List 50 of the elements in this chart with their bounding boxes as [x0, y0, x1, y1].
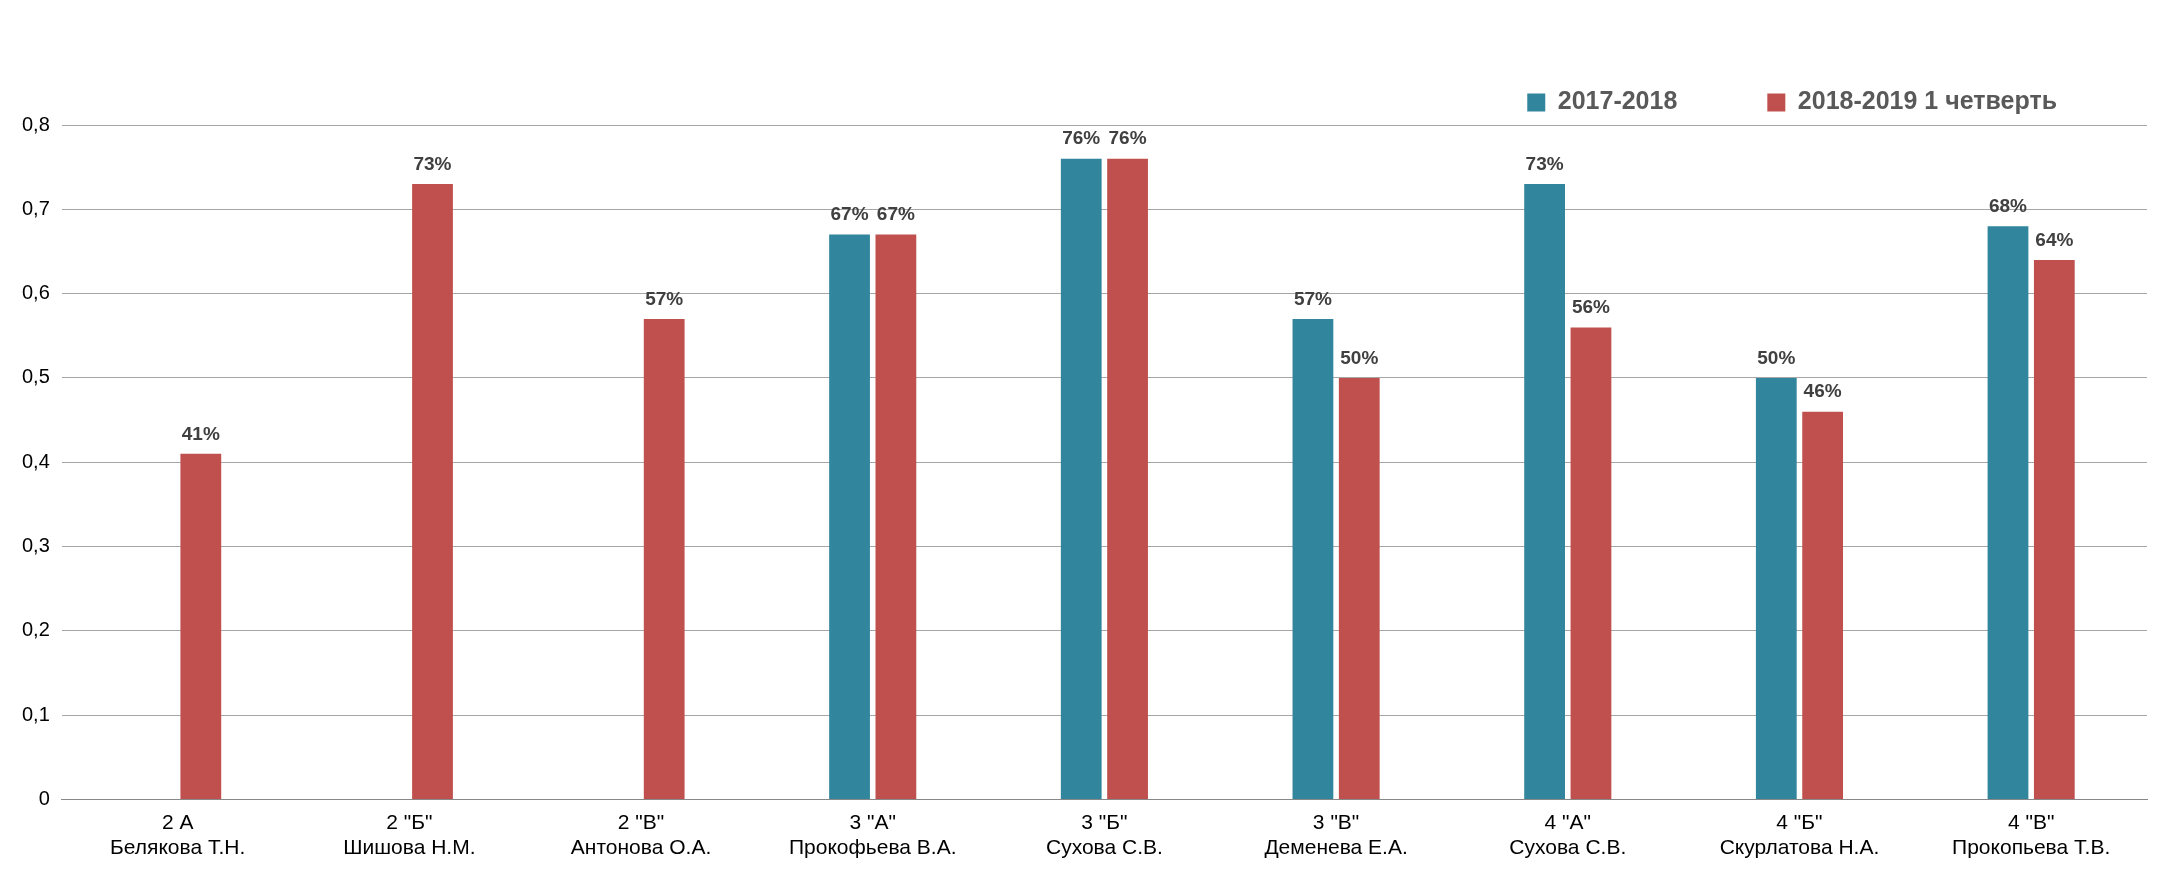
x-tick-label: 4 "Б" Скурлатова Н.А. — [1719, 810, 1880, 859]
x-tick-label: 3 "В" Деменева Е.А. — [1264, 810, 1408, 859]
bar — [1987, 226, 2029, 800]
bar — [180, 453, 222, 800]
bar — [643, 318, 685, 800]
data-label: 56% — [1571, 296, 1611, 318]
x-tick-label: 3 "Б" Сухова С.В. — [1045, 810, 1163, 859]
data-label: 57% — [645, 287, 684, 309]
bar — [1292, 318, 1334, 800]
bar — [1524, 184, 1565, 800]
bar — [829, 234, 870, 800]
x-tick-label: 2 "В" Антонова О.А. — [570, 810, 712, 859]
data-label: 67% — [830, 203, 869, 225]
bar — [1570, 327, 1612, 800]
x-tick-label: 4 "А" Сухова С.В. — [1509, 810, 1627, 859]
bar — [1107, 158, 1148, 800]
bar — [2033, 259, 2075, 800]
y-tick-label: 0 — [38, 787, 50, 810]
x-tick-label: 3 "А" Прокофьева В.А. — [788, 810, 957, 859]
data-label: 64% — [2035, 228, 2074, 250]
y-tick-label: 0,2 — [21, 618, 50, 641]
legend-label: 2018-2019 1 четверть — [1797, 86, 2058, 115]
y-tick-label: 0,8 — [21, 112, 50, 135]
data-label: 68% — [1988, 194, 2028, 216]
y-tick-label: 0,6 — [21, 281, 50, 304]
data-label: 76% — [1062, 127, 1101, 149]
y-tick-label: 0,7 — [21, 196, 50, 219]
legend-label: 2017-2018 — [1557, 86, 1678, 115]
data-label: 73% — [413, 152, 452, 174]
bar — [1338, 377, 1380, 800]
data-label: 46% — [1803, 380, 1842, 402]
data-label: 73% — [1525, 152, 1564, 174]
data-label: 67% — [876, 203, 915, 225]
y-tick-label: 0,1 — [21, 702, 50, 725]
bar — [1802, 411, 1844, 800]
data-label: 50% — [1340, 346, 1379, 368]
x-tick-label: 4 "В" Прокопьева Т.В. — [1952, 810, 2111, 859]
x-tick-label: 2 А Белякова Т.Н. — [110, 810, 246, 859]
y-tick-label: 0,3 — [21, 534, 50, 557]
data-label: 50% — [1757, 346, 1796, 368]
bar — [1755, 377, 1797, 800]
bar — [1060, 158, 1102, 800]
bar — [412, 184, 453, 800]
x-tick-label: 2 "Б" Шишова Н.М. — [343, 810, 476, 859]
bar — [875, 234, 917, 800]
data-label: 41% — [181, 422, 220, 444]
data-label: 76% — [1108, 127, 1147, 149]
data-label: 57% — [1293, 287, 1333, 309]
y-tick-label: 0,5 — [21, 365, 50, 388]
y-tick-label: 0,4 — [21, 449, 50, 472]
